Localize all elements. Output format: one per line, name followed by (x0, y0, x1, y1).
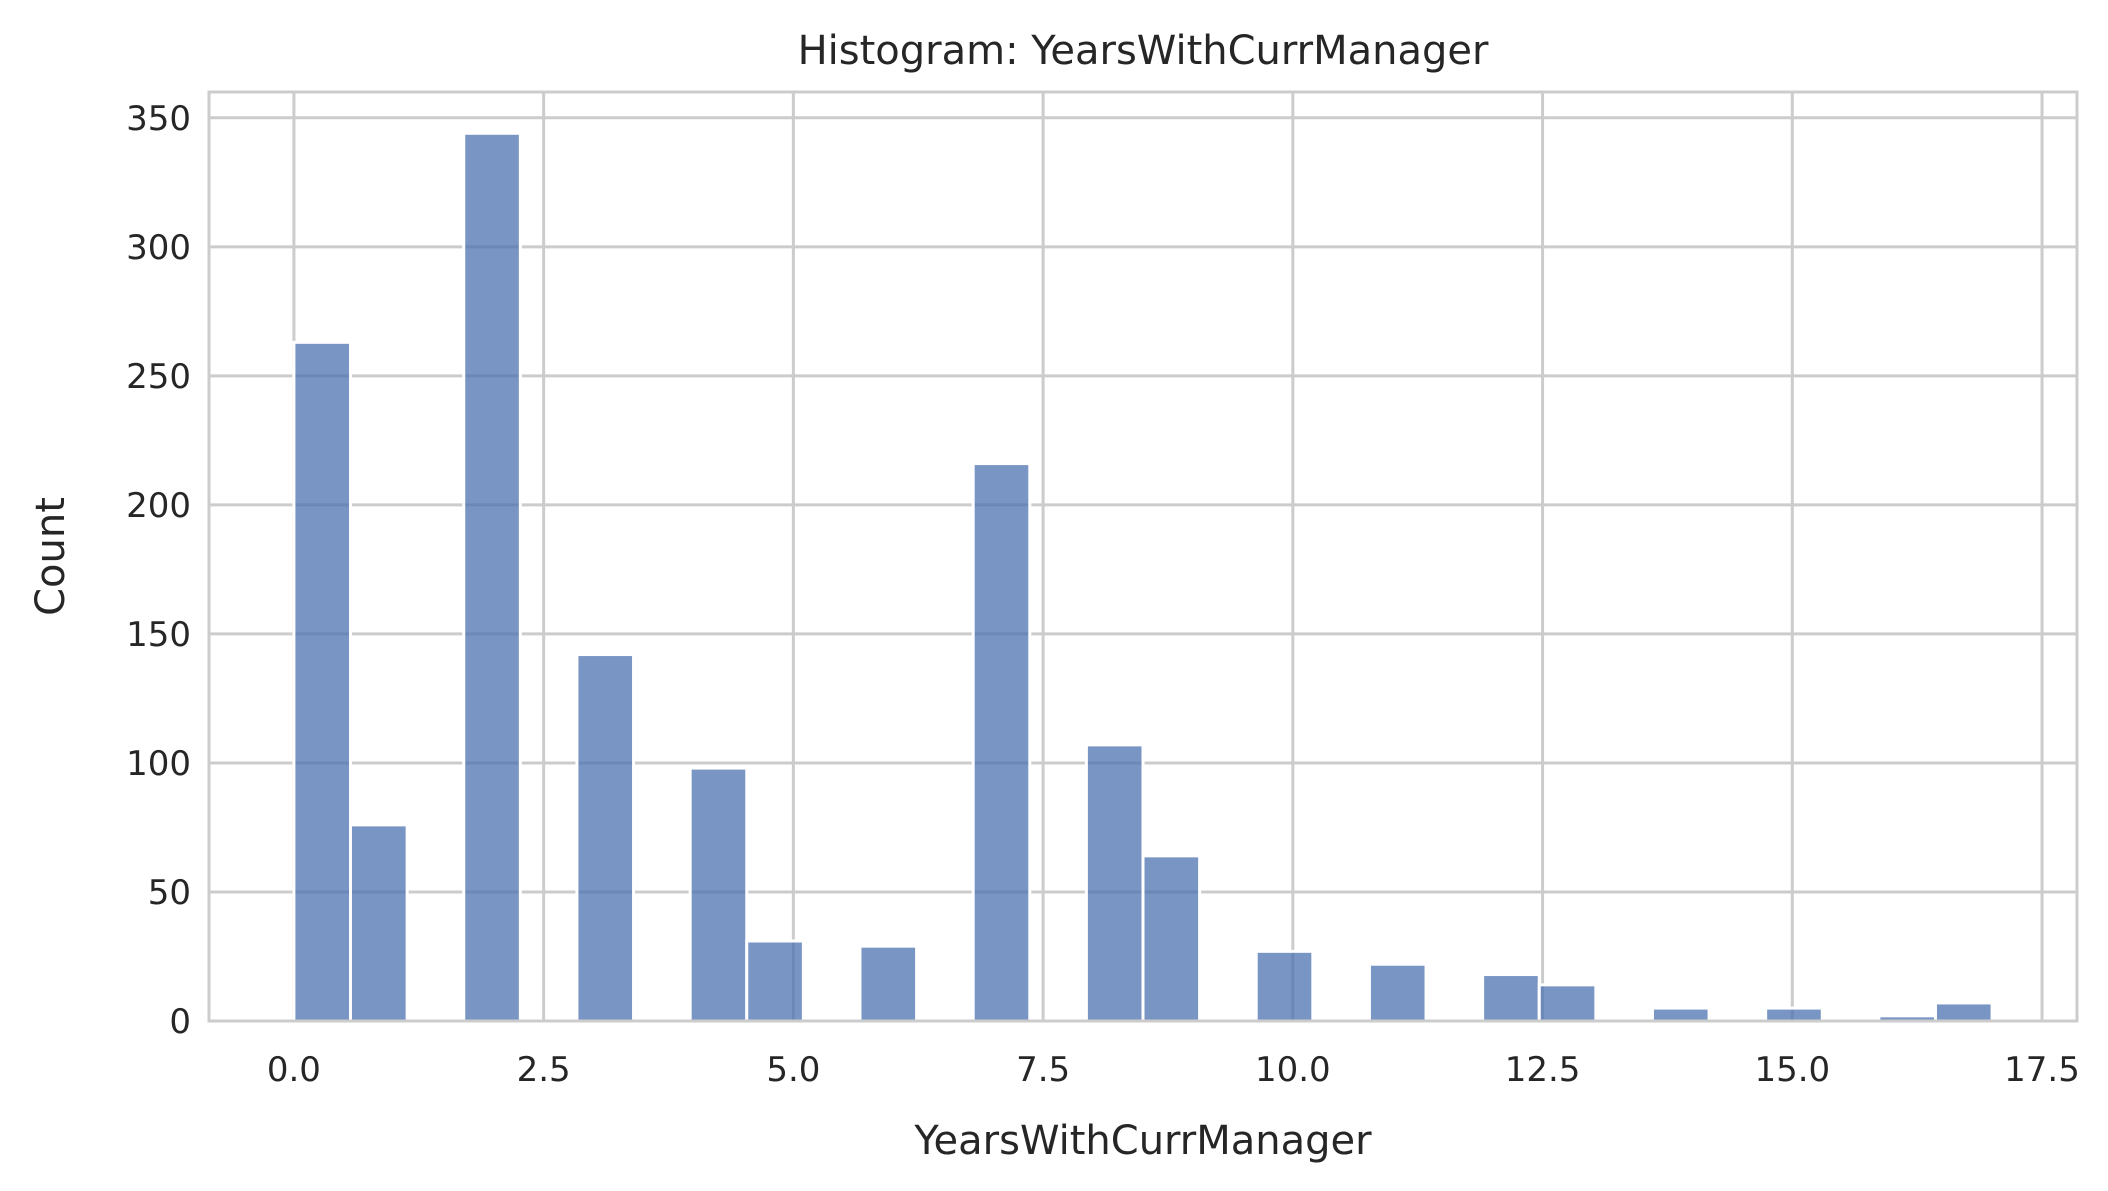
x-tick-label: 10.0 (1255, 1050, 1331, 1090)
x-tick-label: 0.0 (267, 1050, 321, 1090)
histogram-bar (1084, 743, 1145, 1023)
x-tick-label: 12.5 (1505, 1050, 1581, 1090)
histogram-bar (1537, 983, 1598, 1023)
y-tick-label: 250 (126, 357, 191, 397)
x-tick-label: 15.0 (1754, 1050, 1830, 1090)
y-tick-label: 200 (126, 486, 191, 526)
histogram-bar (349, 823, 409, 1023)
x-axis-ticks: 0.0 2.5 5.0 7.5 10.0 12.5 15.0 17.5 (267, 1050, 2080, 1090)
histogram-bar (292, 340, 353, 1023)
histogram-bar (688, 766, 749, 1023)
histogram-bar (1367, 962, 1428, 1023)
y-tick-label: 300 (126, 228, 191, 268)
y-tick-label: 350 (126, 99, 191, 139)
x-tick-label: 2.5 (517, 1050, 571, 1090)
histogram-bar (1764, 1006, 1824, 1023)
y-tick-label: 100 (126, 744, 191, 784)
chart-title: Histogram: YearsWithCurrManager (798, 28, 1489, 74)
y-axis-ticks: 0 50 100 150 200 250 300 350 (126, 99, 191, 1042)
x-tick-label: 17.5 (2004, 1050, 2080, 1090)
plot-frame (207, 90, 2079, 1023)
histogram-bar (1254, 949, 1315, 1023)
y-tick-label: 0 (169, 1002, 191, 1042)
histogram-bar (1650, 1006, 1711, 1023)
histogram-bars (292, 131, 1994, 1023)
x-axis-label: YearsWithCurrManager (913, 1118, 1372, 1164)
histogram-bar (575, 653, 636, 1023)
histogram-bar (1481, 973, 1541, 1023)
y-tick-label: 150 (126, 615, 191, 655)
y-axis-label: Count (28, 497, 74, 616)
histogram-bar (462, 131, 522, 1023)
histogram-bar (971, 462, 1032, 1023)
x-tick-label: 5.0 (766, 1050, 820, 1090)
x-tick-label: 7.5 (1016, 1050, 1070, 1090)
histogram-bar (1933, 1001, 1994, 1023)
histogram-bar (745, 939, 805, 1023)
histogram-bar (1141, 854, 1202, 1023)
histogram-bar (858, 944, 919, 1023)
y-tick-label: 50 (148, 873, 191, 913)
